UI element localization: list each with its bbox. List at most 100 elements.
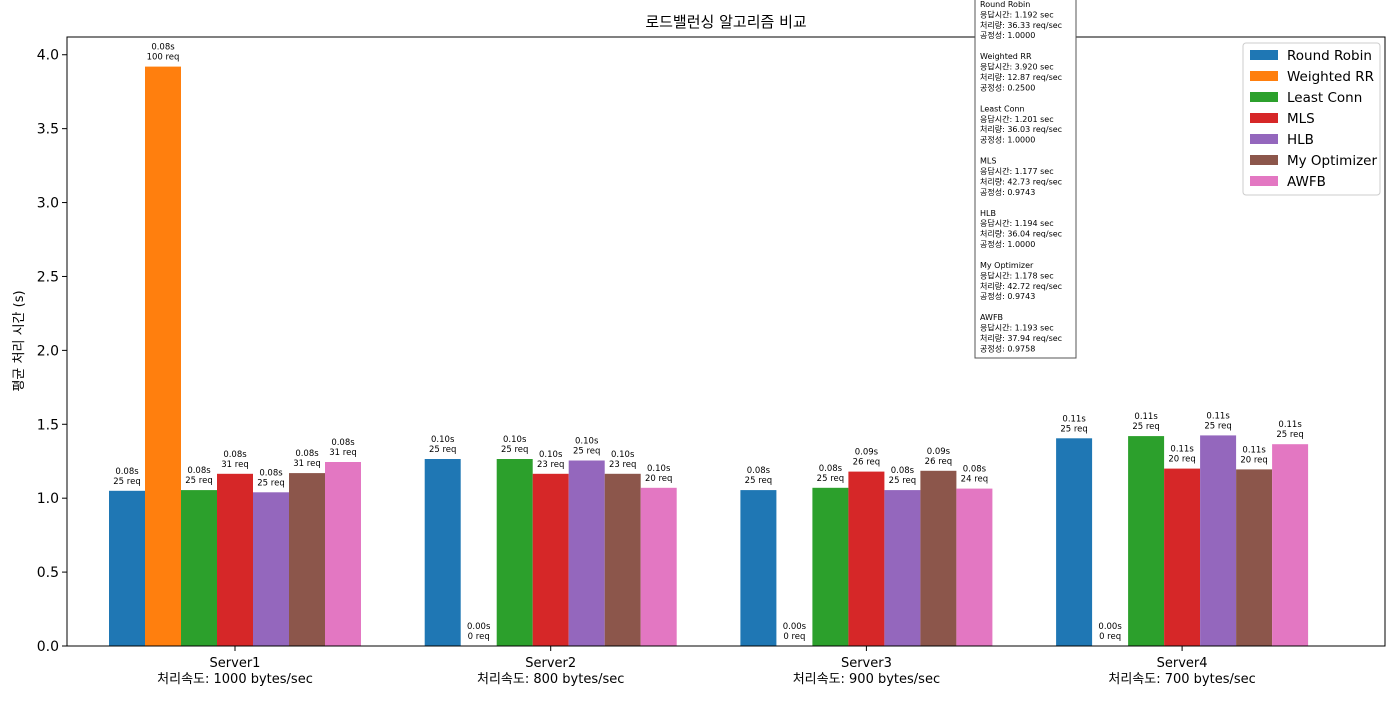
stats-line: 공정성: 1.0000	[980, 135, 1035, 145]
bar	[496, 459, 533, 646]
bar-time-label: 0.11s	[1278, 420, 1302, 430]
bar-time-label: 0.08s	[223, 450, 247, 460]
stats-line: 공정성: 0.9743	[980, 187, 1035, 197]
y-tick-label: 2.5	[37, 269, 59, 285]
bar-time-label: 0.08s	[115, 467, 139, 477]
stats-line: 응답시간: 1.194 sec	[980, 218, 1054, 228]
legend-label: HLB	[1287, 132, 1314, 148]
bar-time-label: 0.11s	[1242, 445, 1266, 455]
legend-label: AWFB	[1287, 174, 1326, 190]
legend-label: Round Robin	[1287, 48, 1372, 64]
bar-time-label: 0.00s	[1098, 622, 1122, 632]
bar	[1128, 436, 1165, 646]
y-tick-label: 3.0	[37, 196, 59, 212]
bar-req-label: 0 req	[468, 632, 490, 642]
bar-time-label: 0.09s	[855, 448, 879, 458]
bar-req-label: 25 req	[113, 477, 140, 487]
legend-swatch	[1250, 134, 1278, 144]
y-tick-label: 2.0	[37, 343, 59, 359]
stats-box-frame	[974, 0, 1077, 359]
bar-req-label: 25 req	[817, 474, 844, 484]
stats-line: 처리량: 37.94 req/sec	[980, 333, 1062, 343]
legend-swatch	[1250, 71, 1278, 81]
x-tick-sublabel: 처리속도: 900 bytes/sec	[793, 672, 940, 687]
legend-label: Least Conn	[1287, 90, 1362, 106]
bar-time-label: 0.08s	[963, 465, 987, 475]
bar-time-label: 0.08s	[819, 464, 843, 474]
bar-time-label: 0.08s	[259, 468, 283, 478]
y-tick-label: 4.0	[37, 48, 59, 64]
stats-line: 공정성: 1.0000	[980, 30, 1035, 40]
bar	[325, 462, 361, 646]
stats-line: 처리량: 42.72 req/sec	[980, 281, 1062, 291]
stats-algorithm-name: My Optimizer	[980, 261, 1034, 270]
bar	[1056, 438, 1093, 646]
bar-req-label: 26 req	[853, 458, 880, 468]
bar-req-label: 0 req	[1099, 632, 1121, 642]
stats-line: 공정성: 0.9743	[980, 291, 1035, 301]
legend-label: My Optimizer	[1287, 153, 1377, 169]
bar-req-label: 20 req	[645, 474, 672, 484]
legend-swatch	[1250, 92, 1278, 102]
bar	[920, 470, 957, 646]
bar-time-label: 0.08s	[747, 466, 771, 476]
bar	[109, 490, 145, 646]
stats-algorithm-name: AWFB	[980, 313, 1003, 322]
bar	[217, 473, 253, 646]
bar-time-label: 0.11s	[1170, 445, 1194, 455]
legend-label: MLS	[1287, 111, 1315, 127]
bar-time-label: 0.08s	[151, 43, 175, 53]
stats-line: 처리량: 42.73 req/sec	[980, 176, 1062, 186]
bar-time-label: 0.10s	[611, 450, 635, 460]
stats-line: 처리량: 36.33 req/sec	[980, 20, 1062, 30]
stats-algorithm-name: MLS	[980, 157, 996, 166]
bar-req-label: 25 req	[1132, 422, 1159, 432]
bar-time-label: 0.10s	[647, 464, 671, 474]
bar	[424, 459, 461, 646]
bar-req-label: 20 req	[1168, 455, 1195, 465]
stats-line: 응답시간: 1.201 sec	[980, 114, 1054, 124]
bar	[181, 490, 217, 646]
legend: Round Robin Weighted RR Least Conn MLS HLB My…	[1242, 42, 1381, 196]
bar-req-label: 31 req	[329, 448, 356, 458]
y-tick-label: 1.5	[37, 417, 59, 433]
bar-req-label: 26 req	[925, 457, 952, 467]
bar	[604, 473, 641, 646]
bar-time-label: 0.00s	[783, 622, 807, 632]
bar	[1200, 435, 1237, 646]
y-tick-label: 0.0	[37, 639, 59, 655]
stats-algorithm-name: Round Robin	[980, 0, 1030, 9]
bar-time-label: 0.10s	[539, 450, 563, 460]
bar-req-label: 25 req	[1204, 421, 1231, 431]
x-tick-sublabel: 처리속도: 1000 bytes/sec	[157, 672, 313, 687]
bar-time-label: 0.08s	[295, 449, 319, 459]
bar-req-label: 24 req	[961, 475, 988, 485]
stats-line: 처리량: 36.04 req/sec	[980, 229, 1062, 239]
bar-req-label: 20 req	[1240, 455, 1267, 465]
stats-line: 공정성: 0.2500	[980, 82, 1035, 92]
bar	[532, 473, 569, 646]
chart-title: 로드밸런싱 알고리즘 비교	[645, 13, 806, 31]
bar-time-label: 0.11s	[1062, 414, 1086, 424]
bar	[568, 460, 605, 646]
bar-req-label: 100 req	[147, 53, 180, 63]
bar	[740, 490, 777, 646]
bar	[848, 471, 885, 646]
bar	[884, 490, 921, 646]
stats-algorithm-name: HLB	[980, 209, 996, 218]
bar	[253, 492, 289, 646]
bar-time-label: 0.10s	[503, 435, 527, 445]
y-tick-label: 0.5	[37, 565, 59, 581]
bar	[956, 488, 993, 646]
x-tick-label: Server3	[841, 656, 892, 671]
bar-req-label: 0 req	[783, 632, 805, 642]
bar-time-label: 0.10s	[431, 435, 455, 445]
bar-req-label: 31 req	[293, 459, 320, 469]
y-tick-label: 1.0	[37, 491, 59, 507]
y-tick-label: 3.5	[37, 122, 59, 138]
legend-swatch	[1250, 176, 1278, 186]
stats-line: 공정성: 0.9758	[980, 343, 1035, 353]
